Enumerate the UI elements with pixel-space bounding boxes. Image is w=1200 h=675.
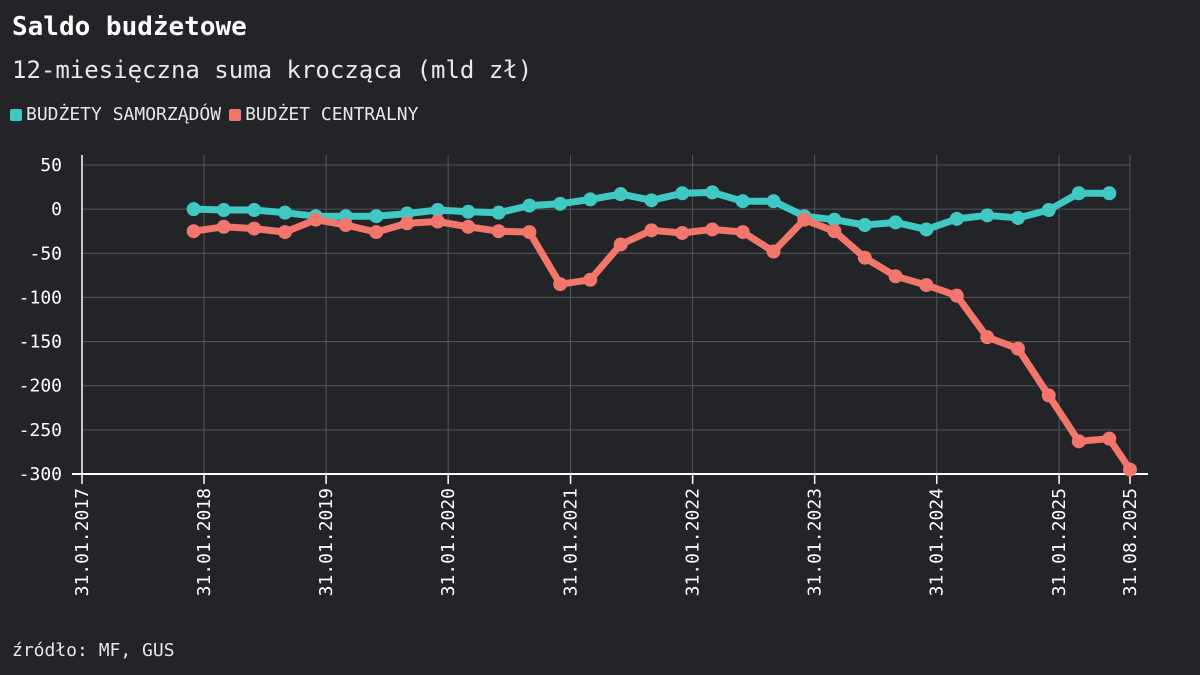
data-point-centralny (186, 224, 201, 239)
y-tick-label: -250 (19, 420, 62, 441)
data-point-samorzady (1071, 186, 1086, 201)
source-note: źródło: MF, GUS (12, 640, 175, 661)
data-point-centralny (583, 272, 598, 287)
y-tick-label: -200 (19, 376, 62, 397)
data-point-samorzady (583, 192, 598, 207)
x-tick-label: 31.01.2025 (1049, 488, 1070, 596)
data-point-centralny (980, 330, 995, 345)
data-point-centralny (675, 225, 690, 240)
data-point-centralny (705, 222, 720, 237)
data-point-samorzady (766, 194, 781, 209)
data-point-centralny (491, 224, 506, 239)
x-tick-label: 31.01.2018 (194, 488, 215, 596)
legend-swatch-centralny (229, 108, 242, 121)
legend-item-samorzady: BUDŻETY SAMORZĄDÓW (10, 104, 221, 125)
data-point-centralny (308, 212, 323, 227)
data-point-samorzady (857, 218, 872, 233)
data-point-samorzady (949, 211, 964, 226)
series-line-centralny (190, 216, 1134, 474)
data-point-centralny (1071, 434, 1086, 449)
data-point-centralny (400, 216, 415, 231)
data-point-centralny (613, 237, 628, 252)
data-point-samorzady (644, 193, 659, 208)
data-point-centralny (522, 225, 537, 240)
data-point-samorzady (980, 208, 995, 223)
data-point-centralny (430, 214, 445, 229)
data-point-centralny (797, 212, 812, 227)
data-point-centralny (461, 219, 476, 234)
chart-subtitle: 12-miesięczna suma krocząca (mld zł) (12, 56, 533, 84)
data-point-samorzady (1010, 210, 1025, 225)
data-point-samorzady (277, 205, 292, 220)
legend-label-centralny: BUDŻET CENTRALNY (245, 104, 419, 125)
legend-swatch-samorzady (10, 108, 22, 121)
data-point-centralny (553, 277, 568, 292)
data-point-samorzady (888, 215, 903, 230)
data-point-samorzady (369, 209, 384, 224)
data-point-centralny (216, 219, 231, 234)
data-point-samorzady (216, 203, 231, 218)
x-tick-label: 31.01.2023 (805, 488, 826, 596)
data-point-samorzady (705, 185, 720, 200)
data-point-samorzady (400, 206, 415, 221)
legend-label-samorzady: BUDŻETY SAMORZĄDÓW (26, 104, 222, 125)
data-point-samorzady (491, 205, 506, 220)
x-tick-label: 31.01.2024 (927, 488, 948, 596)
data-point-centralny (1123, 462, 1137, 477)
data-point-samorzady (186, 202, 201, 217)
data-point-centralny (949, 288, 964, 303)
x-tick-label: 31.01.2021 (561, 488, 582, 596)
x-tick-label: 31.01.2022 (683, 488, 704, 596)
legend-item-centralny: BUDŻET CENTRALNY (229, 104, 418, 125)
y-tick-label: -150 (19, 332, 62, 353)
x-tick-label: 31.01.2017 (72, 488, 93, 596)
y-tick-label: 50 (40, 155, 62, 176)
data-point-centralny (247, 221, 262, 236)
data-point-samorzady (522, 198, 537, 213)
chart-title: Saldo budżetowe (12, 12, 247, 42)
x-tick-label: 31.08.2025 (1120, 488, 1141, 596)
data-point-centralny (919, 278, 934, 293)
data-point-centralny (1010, 341, 1025, 356)
legend: BUDŻETY SAMORZĄDÓW BUDŻET CENTRALNY (10, 104, 418, 125)
data-point-centralny (857, 250, 872, 265)
y-tick-label: -300 (19, 464, 62, 485)
data-point-samorzady (461, 204, 476, 219)
data-point-centralny (827, 224, 842, 239)
data-point-samorzady (247, 203, 262, 218)
data-point-samorzady (1041, 203, 1056, 218)
data-point-centralny (644, 223, 659, 238)
data-point-centralny (369, 225, 384, 240)
data-point-samorzady (1102, 186, 1117, 201)
y-tick-label: -100 (19, 287, 62, 308)
data-point-samorzady (735, 194, 750, 209)
data-point-samorzady (919, 222, 934, 237)
data-point-samorzady (613, 187, 628, 202)
data-point-samorzady (553, 196, 568, 211)
data-point-centralny (766, 244, 781, 259)
data-point-centralny (735, 225, 750, 240)
data-point-centralny (888, 269, 903, 284)
data-point-samorzady (827, 212, 842, 227)
x-tick-label: 31.01.2019 (316, 488, 337, 596)
x-tick-label: 31.01.2020 (438, 488, 459, 596)
data-point-centralny (1102, 431, 1117, 446)
data-point-samorzady (430, 203, 445, 218)
y-tick-label: -50 (29, 243, 62, 264)
y-tick-label: 0 (51, 199, 62, 220)
data-point-samorzady (675, 186, 690, 201)
data-point-centralny (277, 225, 292, 240)
data-point-centralny (1041, 388, 1056, 403)
data-point-centralny (338, 218, 353, 233)
